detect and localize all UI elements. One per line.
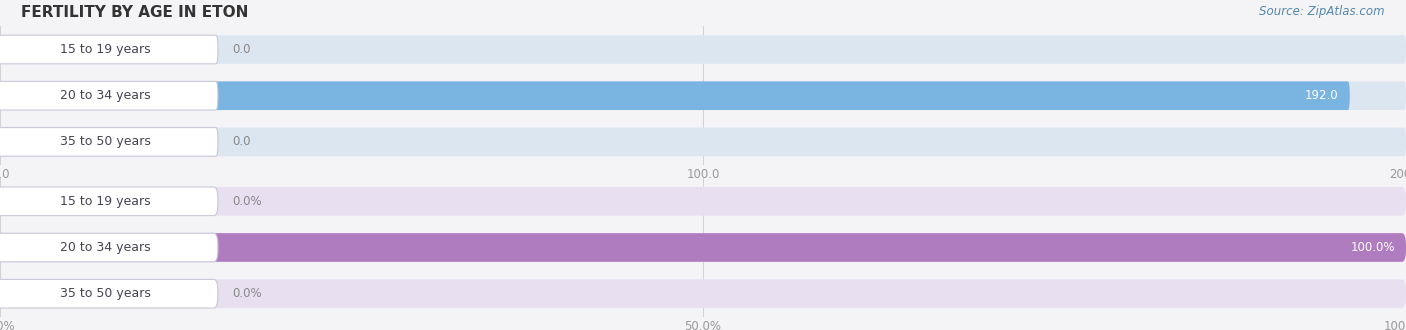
FancyBboxPatch shape — [0, 82, 1406, 110]
FancyBboxPatch shape — [0, 187, 1406, 215]
FancyBboxPatch shape — [0, 82, 218, 110]
FancyBboxPatch shape — [0, 187, 218, 215]
Text: 0.0%: 0.0% — [232, 195, 262, 208]
Text: FERTILITY BY AGE IN ETON: FERTILITY BY AGE IN ETON — [21, 5, 249, 20]
FancyBboxPatch shape — [0, 82, 1350, 110]
Text: 20 to 34 years: 20 to 34 years — [60, 241, 150, 254]
Text: 100.0%: 100.0% — [1350, 241, 1395, 254]
Text: 15 to 19 years: 15 to 19 years — [60, 195, 150, 208]
FancyBboxPatch shape — [0, 35, 1406, 64]
Text: Source: ZipAtlas.com: Source: ZipAtlas.com — [1260, 5, 1385, 18]
FancyBboxPatch shape — [0, 280, 218, 308]
FancyBboxPatch shape — [0, 233, 1406, 262]
FancyBboxPatch shape — [0, 128, 218, 156]
FancyBboxPatch shape — [0, 280, 1406, 308]
FancyBboxPatch shape — [0, 35, 218, 64]
Text: 0.0: 0.0 — [232, 135, 250, 148]
FancyBboxPatch shape — [0, 233, 218, 262]
Text: 15 to 19 years: 15 to 19 years — [60, 43, 150, 56]
Text: 192.0: 192.0 — [1305, 89, 1339, 102]
Text: 20 to 34 years: 20 to 34 years — [60, 89, 150, 102]
Text: 35 to 50 years: 35 to 50 years — [60, 287, 150, 300]
Text: 0.0: 0.0 — [232, 43, 250, 56]
Text: 0.0%: 0.0% — [232, 287, 262, 300]
FancyBboxPatch shape — [0, 233, 1406, 262]
FancyBboxPatch shape — [0, 128, 1406, 156]
Text: 35 to 50 years: 35 to 50 years — [60, 135, 150, 148]
